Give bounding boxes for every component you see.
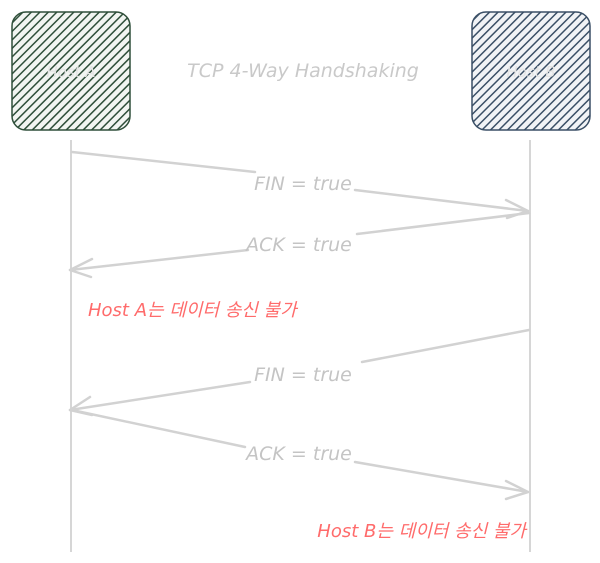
host-b-box: Host B bbox=[471, 11, 591, 131]
diagram-title: TCP 4-Way Handshaking bbox=[187, 60, 419, 82]
note-host-a: Host A는 데이터 송신 불가 bbox=[88, 300, 299, 321]
host-b-label: Host B bbox=[506, 63, 555, 81]
message-label-1: FIN = true bbox=[254, 173, 352, 195]
host-a-label: Host A bbox=[46, 63, 95, 81]
host-a-box: Host A bbox=[11, 11, 131, 131]
message-label-2: ACK = true bbox=[244, 234, 352, 256]
message-arrow-ack-a-to-b bbox=[70, 408, 530, 501]
message-arrow-ack-b-to-a bbox=[68, 211, 531, 279]
message-label-3: FIN = true bbox=[254, 364, 352, 386]
message-label-4: ACK = true bbox=[244, 443, 352, 465]
note-host-b: Host B는 데이터 송신 불가 bbox=[317, 521, 528, 542]
